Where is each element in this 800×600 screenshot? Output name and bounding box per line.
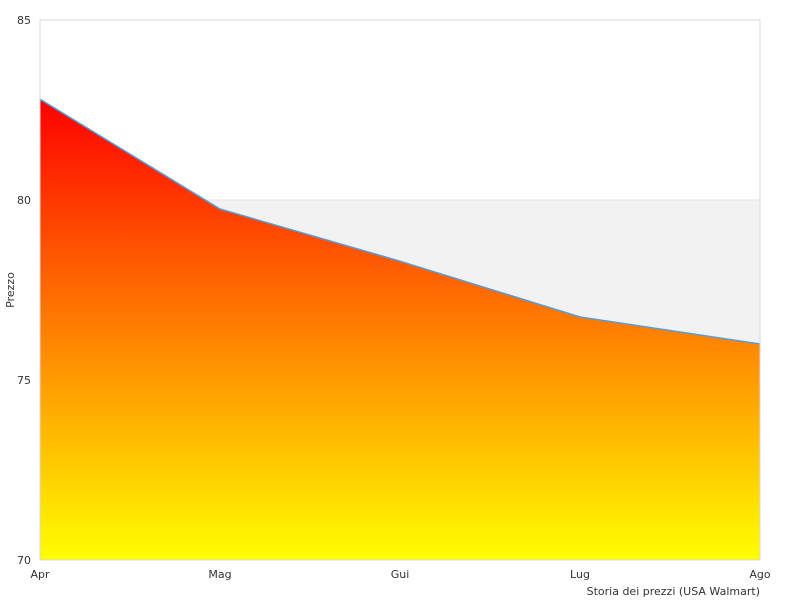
price-area	[40, 99, 760, 560]
y-tick-label: 70	[17, 554, 31, 567]
y-tick-label: 80	[17, 194, 31, 207]
data-point	[219, 208, 221, 210]
plot-border	[39, 19, 761, 561]
x-tick-label: Mag	[208, 568, 231, 581]
y-tick-label: 85	[17, 14, 31, 27]
x-tick-label: Ago	[749, 568, 771, 581]
y-tick-label: 75	[17, 374, 31, 387]
x-tick-label: Apr	[30, 568, 50, 581]
data-point	[579, 316, 581, 318]
axis-layer: 70 75 80 85 Apr Mag Gui Lug Ago	[17, 14, 771, 581]
data-point	[399, 260, 401, 263]
x-tick-label: Lug	[570, 568, 590, 581]
x-axis-title: Storia dei prezzi (USA Walmart)	[587, 585, 760, 598]
y-axis-title: Prezzo	[4, 272, 17, 308]
x-tick-label: Gui	[391, 568, 410, 581]
